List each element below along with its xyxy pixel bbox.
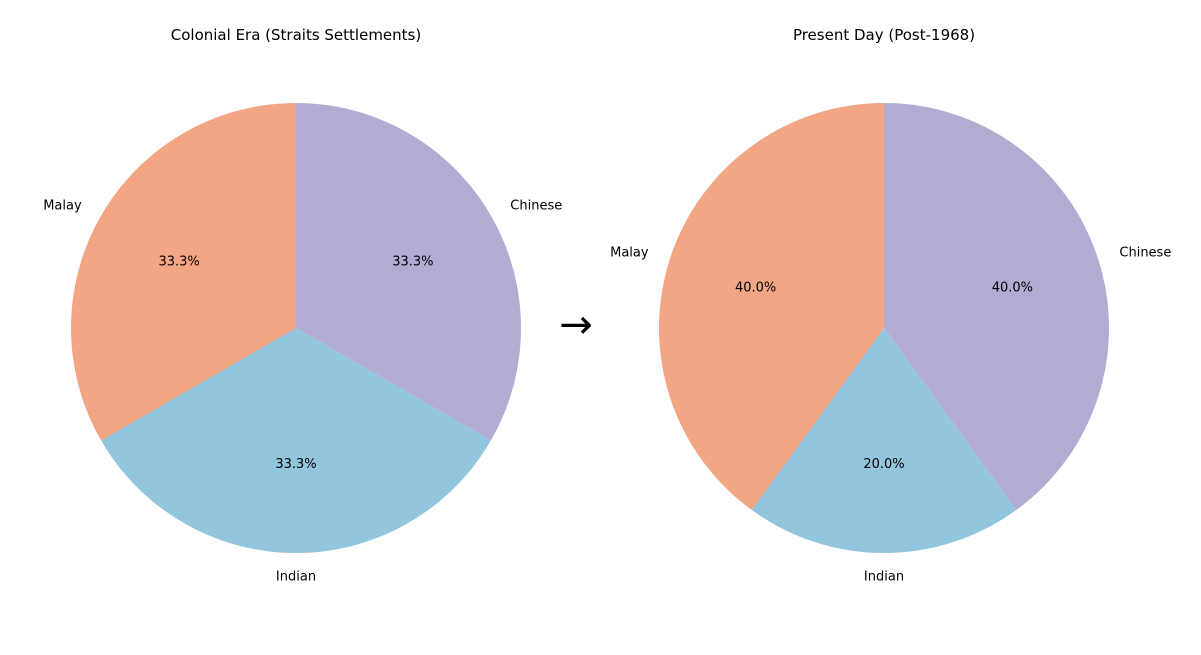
slice-label-chinese: Chinese [1119, 246, 1171, 261]
pie-slice-malay [659, 103, 884, 511]
pct-label-chinese: 40.0% [992, 280, 1033, 295]
pct-label-chinese: 33.3% [392, 255, 433, 270]
slice-label-indian: Indian [276, 570, 316, 585]
pie-slice-indian [751, 328, 1017, 553]
chart-title: Colonial Era (Straits Settlements) [171, 26, 421, 44]
pct-label-malay: 33.3% [158, 255, 199, 270]
pie-chart-colonial: 33.3% Chinese 33.3% Indian 33.3% Malay Colonia… [43, 26, 562, 585]
pct-label-indian: 33.3% [275, 457, 316, 472]
pct-label-malay: 40.0% [735, 280, 776, 295]
arrow-icon: → [559, 302, 593, 348]
slice-label-malay: Malay [43, 198, 82, 213]
pie-slice-chinese [296, 103, 522, 441]
pie-slice-indian [101, 328, 491, 554]
pie-chart-present: 40.0% Chinese 20.0% Indian 40.0% Malay Present… [610, 26, 1171, 585]
slice-label-indian: Indian [864, 570, 904, 585]
slice-label-chinese: Chinese [510, 198, 562, 213]
pie-slice-chinese [884, 103, 1109, 511]
slice-label-malay: Malay [610, 246, 649, 261]
chart-title: Present Day (Post-1968) [793, 26, 975, 44]
pie-slice-malay [70, 102, 296, 441]
pct-label-indian: 20.0% [863, 457, 904, 472]
